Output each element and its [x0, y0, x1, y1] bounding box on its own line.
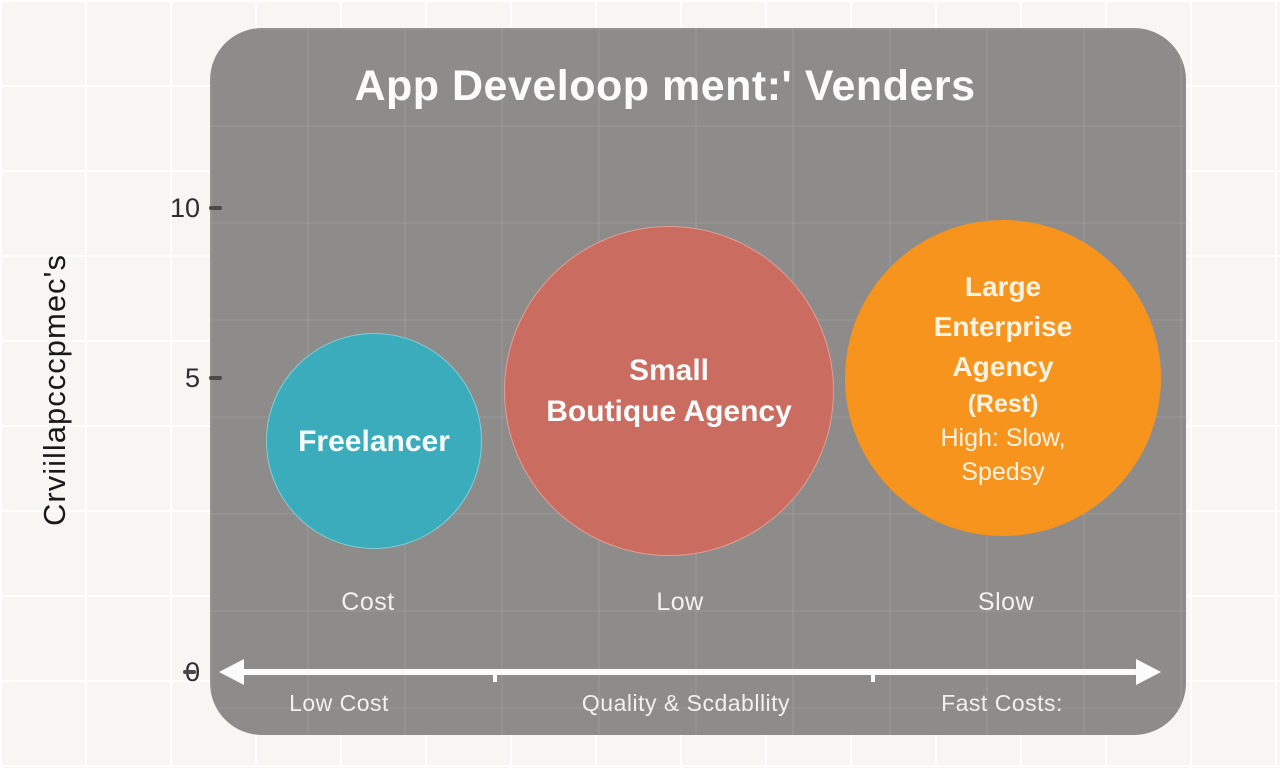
bubble-enterprise-label-line3: Agency — [952, 351, 1054, 382]
bubble-freelancer: Freelancer — [266, 333, 482, 549]
bubble-freelancer-label: Freelancer — [298, 424, 450, 458]
x-axis-arrow-right-head-icon — [1136, 659, 1161, 685]
bubble-enterprise-label-line2: Enterprise — [933, 311, 1073, 342]
x-axis-tick-2 — [871, 671, 875, 682]
y-axis-title: Crviillapcccpmec's — [37, 254, 72, 526]
y-tick-mark-10 — [209, 206, 222, 210]
x-axis-label-low-cost: Low Cost — [289, 690, 389, 716]
bubble-boutique-label-line2: Boutique Agency — [546, 395, 792, 428]
x-axis-tick-1 — [493, 671, 497, 682]
bubble-boutique-label-line1: Small — [628, 354, 710, 387]
chart-title: App Develoop ment:' Venders — [354, 62, 976, 110]
y-tick-label-10: 10 — [169, 193, 200, 223]
y-tick-mark-5 — [209, 376, 222, 380]
bubble-enterprise-label-line5: High: Slow, — [940, 424, 1066, 452]
x-axis-label-quality-scalability: Quality & Scdabllity — [581, 690, 791, 716]
y-tick-label-5: 5 — [184, 363, 200, 393]
bubble-large-enterprise-agency: Large Enterprise Agency (Rest) High: Slo… — [845, 220, 1161, 536]
value-label-slow: Slow — [977, 588, 1035, 616]
bubble-small-boutique-agency: Small Boutique Agency — [504, 226, 834, 556]
y-tick-mark-0 — [183, 670, 196, 674]
value-label-low: Low — [656, 588, 704, 616]
x-axis-label-fast-costs: Fast Costs: — [941, 690, 1063, 716]
bubble-enterprise-label-line4: (Rest) — [967, 390, 1039, 418]
x-axis-arrow-line — [240, 669, 1138, 675]
bubble-enterprise-label-line1: Large — [964, 271, 1042, 302]
value-label-cost: Cost — [341, 588, 395, 616]
bubble-enterprise-label-line6: Spedsy — [961, 458, 1045, 486]
x-axis-arrow-left-head-icon — [219, 659, 244, 685]
